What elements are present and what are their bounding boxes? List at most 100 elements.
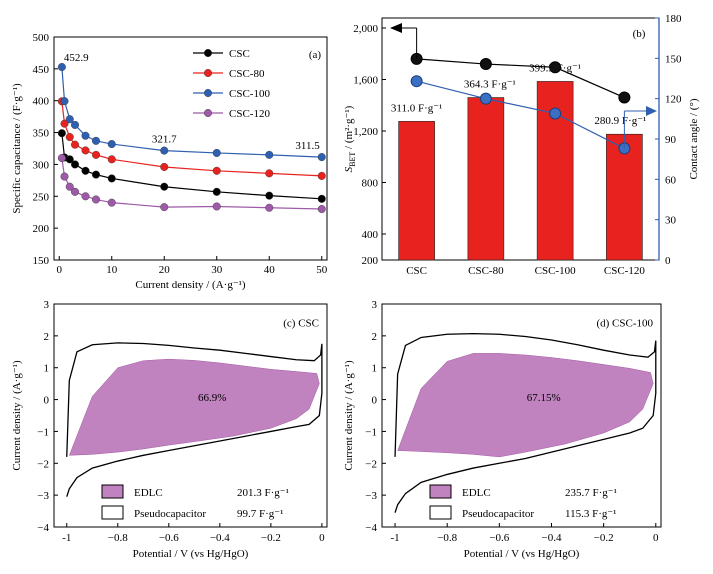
data-point xyxy=(60,172,69,181)
y2-tick-label: 120 xyxy=(665,94,682,106)
data-point xyxy=(410,75,423,88)
arrow-right-head xyxy=(646,106,657,116)
x-axis-label: Potential / V (vs Hg/HgO) xyxy=(133,548,249,560)
data-point xyxy=(70,120,79,129)
y-tick-label: 400 xyxy=(362,229,379,241)
y2-tick-label: 0 xyxy=(665,255,671,267)
panel-label: (a) xyxy=(309,49,322,61)
percentage-label: 67.15% xyxy=(527,392,561,404)
data-point xyxy=(91,150,100,159)
series-contact-angle xyxy=(410,75,631,155)
data-point xyxy=(265,191,274,200)
x-axis-label: Potential / V (vs Hg/HgO) xyxy=(464,548,580,560)
bar-data-label: 364.3 F·g⁻¹ xyxy=(464,79,516,91)
panel-label: (b) xyxy=(633,28,646,40)
legend-swatch xyxy=(429,484,452,499)
plot-frame xyxy=(53,36,328,261)
data-point xyxy=(160,162,169,171)
panel-a: 0 10 20 30 40 50 150 200 250 300 350 400 450 500 Curre… xyxy=(11,32,328,291)
y-tick-label: 3 xyxy=(372,299,378,311)
legend-swatch xyxy=(101,505,124,520)
data-point xyxy=(479,92,492,105)
y-axis-label-rest: / (m²·g⁻¹) xyxy=(343,105,355,151)
y-axis-label: SBET / (m²·g⁻¹) xyxy=(343,105,357,172)
x-axis-label: Current density / (A·g⁻¹) xyxy=(135,279,246,291)
y-axis-label: Specific capacitance / (F·g⁻¹) xyxy=(11,83,23,214)
x-tick-label: CSC-120 xyxy=(604,265,645,277)
legend-swatch xyxy=(429,505,452,520)
data-point xyxy=(65,182,74,191)
y-tick-label: 150 xyxy=(33,255,50,267)
data-label: 321.7 xyxy=(152,134,177,146)
data-point xyxy=(212,187,221,196)
legend-swatch xyxy=(101,484,124,499)
legend: EDLC 235.7 F·g⁻¹ Pseudocapacitor 115.3 F·g⁻… xyxy=(429,484,617,520)
data-point xyxy=(65,155,74,164)
legend-label: CSC-80 xyxy=(229,68,265,80)
data-point xyxy=(107,198,116,207)
data-point xyxy=(107,174,116,183)
y-tick-label: −2 xyxy=(37,458,49,470)
y-tick-label: −1 xyxy=(37,426,49,438)
data-point xyxy=(81,166,90,175)
legend-marker xyxy=(203,68,212,77)
y-tick-label: 3 xyxy=(44,299,50,311)
legend: CSC CSC-80 CSC-100 CSC-120 xyxy=(193,48,270,120)
panel-label: (d) CSC-100 xyxy=(596,317,653,329)
data-point xyxy=(57,129,66,138)
panel-d: -1 −0.8 −0.6 −0.4 −0.2 0 −4 −3 −2 −1 0 1 2 3 67.15% (d)… xyxy=(343,299,662,560)
y2-tick-label: 150 xyxy=(665,53,682,65)
y-tick-label: −2 xyxy=(365,458,377,470)
y2-tick-label: 60 xyxy=(665,174,677,186)
series-line xyxy=(61,101,322,177)
x-tick-label: -1 xyxy=(62,532,71,544)
data-label: 311.5 xyxy=(295,140,320,152)
x-tick-label: −0.8 xyxy=(437,532,457,544)
data-point xyxy=(618,91,631,104)
x-tick-label: 0 xyxy=(653,532,659,544)
data-point xyxy=(57,63,66,72)
bar-data-label: 311.0 F·g⁻¹ xyxy=(391,102,442,114)
x-tick-label: CSC-80 xyxy=(468,265,504,277)
series-csc-100 xyxy=(57,63,326,162)
x-tick-label: 0 xyxy=(319,532,325,544)
legend-value: 115.3 F·g⁻¹ xyxy=(565,508,616,520)
y-axis-label-main: S xyxy=(343,166,355,172)
x-tick-label: −0.2 xyxy=(594,532,614,544)
y2-axis-label: Contact angle / (°) xyxy=(688,98,700,179)
y-tick-label: −3 xyxy=(365,490,377,502)
cv-curve xyxy=(394,332,657,513)
data-point xyxy=(265,203,274,212)
data-point xyxy=(212,202,221,211)
x-tick-label: CSC xyxy=(406,265,427,277)
data-point xyxy=(65,115,74,124)
x-tick-label: 40 xyxy=(264,264,276,276)
legend-label: EDLC xyxy=(462,487,491,499)
data-point xyxy=(549,107,562,120)
data-point xyxy=(60,119,69,128)
bar xyxy=(398,121,435,261)
data-point xyxy=(81,131,90,140)
legend-marker xyxy=(203,88,212,97)
y-tick-label: −4 xyxy=(37,522,49,534)
y-tick-label: 300 xyxy=(33,159,50,171)
panel-label: (c) CSC xyxy=(283,317,319,329)
y-tick-label: −1 xyxy=(365,426,377,438)
y-tick-label: 1 xyxy=(372,363,378,375)
legend-label: Pseudocapacitor xyxy=(462,508,534,520)
x-tick-label: 0 xyxy=(57,264,63,276)
data-point xyxy=(212,148,221,157)
x-tick-label: −0.4 xyxy=(542,532,562,544)
data-point xyxy=(107,155,116,164)
bar-data-label: 280.9 F·g⁻¹ xyxy=(594,115,646,127)
x-tick-label: −0.6 xyxy=(489,532,509,544)
data-point xyxy=(317,205,326,214)
y-tick-label: 2,000 xyxy=(353,23,378,35)
y-tick-label: 1,600 xyxy=(353,75,378,87)
y-tick-label: 400 xyxy=(33,96,50,108)
data-point xyxy=(60,97,69,106)
y-tick-label: 1 xyxy=(44,363,50,375)
y-tick-label: 450 xyxy=(33,64,50,76)
legend-value: 99.7 F·g⁻¹ xyxy=(237,508,283,520)
legend: EDLC 201.3 F·g⁻¹ Pseudocapacitor 99.7 F·g⁻¹ xyxy=(101,484,289,520)
